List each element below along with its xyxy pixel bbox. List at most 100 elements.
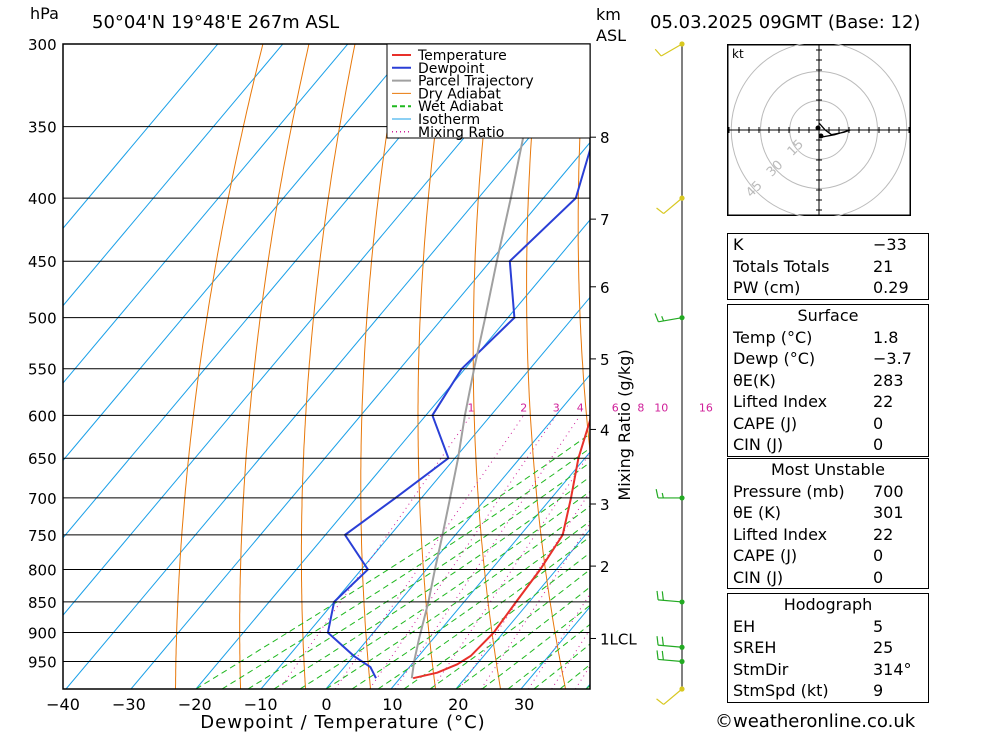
- isotherm-line: [63, 44, 414, 462]
- indices-box: K −33 Totals Totals 21 PW (cm) 0.29: [727, 233, 929, 300]
- x-axis-label: Dewpoint / Temperature (°C): [200, 712, 485, 733]
- mixing-ratio-label: 3: [553, 401, 560, 414]
- km-tick-label: 6: [600, 279, 610, 297]
- pressure-tick-label: 400: [28, 190, 57, 208]
- mixing-ratio-line: [574, 665, 590, 689]
- pressure-tick-label: 300: [28, 36, 57, 54]
- index-name: EH: [733, 616, 756, 636]
- x-tick-label: 10: [382, 695, 402, 714]
- wet-adiabat-line: [429, 569, 590, 689]
- isotherm-line: [455, 528, 590, 689]
- wet-adiabat-line: [325, 505, 590, 689]
- legend-label: Dewpoint: [418, 61, 485, 77]
- dry-adiabat-line: [677, 26, 721, 689]
- most-unstable-box: Most Unstable Pressure (mb) 700 θE (K) 301 Li…: [727, 458, 929, 589]
- index-name: Temp (°C): [733, 327, 813, 347]
- index-row: Lifted Index 22: [728, 391, 928, 413]
- wind-barb: [656, 195, 685, 215]
- index-value: 0.29: [873, 278, 909, 297]
- index-row: StmSpd (kt) 9: [728, 680, 928, 702]
- legend-label: Parcel Trajectory: [418, 74, 534, 90]
- index-name: SREH: [733, 638, 777, 657]
- index-row: θE(K) 283: [728, 370, 928, 392]
- hodograph-storm-motion: [815, 125, 821, 131]
- isotherm-line: [63, 44, 284, 307]
- wind-barb: [656, 686, 685, 705]
- index-row: Lifted Index 22: [728, 524, 928, 546]
- hodograph-trace: [818, 122, 851, 138]
- hodograph-stats-box: Hodograph EH 5 SREH 25 StmDir 314° StmSpd (kt) 9: [727, 593, 929, 703]
- legend-label: Wet Adiabat: [418, 99, 504, 115]
- legend-label: Isotherm: [418, 112, 480, 128]
- datetime-title: 05.03.2025 09GMT (Base: 12): [650, 12, 921, 33]
- index-value: 700: [873, 481, 904, 501]
- x-tick-label: 20: [448, 695, 468, 714]
- index-row: CIN (J) 0: [728, 567, 928, 589]
- legend-label: Dry Adiabat: [418, 86, 501, 102]
- index-row: Temp (°C) 1.8: [728, 327, 928, 349]
- index-row: StmDir 314°: [728, 659, 928, 681]
- index-name: CIN (J): [733, 435, 784, 454]
- index-row: SREH 25: [728, 637, 928, 659]
- dry-adiabat-line: [360, 44, 402, 689]
- index-name: θE(K): [733, 370, 776, 390]
- mixing-ratio-label: 6: [612, 401, 619, 414]
- pressure-tick-label: 800: [28, 561, 57, 579]
- isotherm-line: [651, 26, 720, 689]
- index-row: Totals Totals 21: [728, 256, 928, 278]
- mixing-ratio-label: 16: [699, 401, 713, 414]
- index-row: θE (K) 301: [728, 502, 928, 524]
- isotherm-line: [716, 26, 720, 689]
- isotherm-line: [130, 141, 590, 689]
- x-tick-label: −10: [244, 695, 278, 714]
- hodograph-point: [818, 133, 824, 139]
- mixing-ratio-label: 1: [468, 401, 475, 414]
- wet-adiabat-line: [455, 586, 590, 689]
- index-value: 301: [873, 503, 904, 522]
- km-tick-label: 1LCL: [600, 630, 637, 648]
- wet-adiabat-line: [351, 520, 590, 689]
- wind-barb: [654, 41, 685, 57]
- index-value: 0: [873, 567, 884, 587]
- pressure-tick-label: 500: [28, 310, 57, 328]
- index-name: Dewp (°C): [733, 349, 816, 368]
- surface-box: Surface Temp (°C) 1.8 Dewp (°C) −3.7 θE(K) 283…: [727, 304, 929, 457]
- wet-adiabat-line: [273, 476, 590, 689]
- index-name: PW (cm): [733, 278, 801, 297]
- section-title: Surface: [797, 306, 859, 325]
- wind-barb: [656, 650, 685, 665]
- km-tick-label: 3: [600, 496, 610, 514]
- x-tick-label: 0: [321, 695, 331, 714]
- index-value: 25: [873, 638, 894, 657]
- asl-label: ASL: [596, 26, 627, 45]
- x-tick-label: −40: [46, 695, 80, 714]
- isotherm-line: [63, 44, 219, 230]
- mixing-ratio-label: 8: [637, 401, 644, 414]
- index-name: Lifted Index: [733, 392, 828, 411]
- mixing-ratio-label: 2: [520, 401, 527, 414]
- mixing-ratio-line: [279, 415, 472, 689]
- legend-label: Mixing Ratio: [418, 125, 504, 141]
- index-name: StmDir: [733, 659, 789, 679]
- isotherm-line: [260, 296, 590, 689]
- index-name: Pressure (mb): [733, 481, 845, 501]
- index-row: CAPE (J) 0: [728, 545, 928, 567]
- location-title: 50°04'N 19°48'E 267m ASL: [92, 12, 340, 33]
- km-tick-label: 2: [600, 558, 610, 576]
- pressure-tick-label: 950: [28, 654, 57, 672]
- wind-barb: [656, 590, 685, 605]
- pressure-tick-label: 650: [28, 450, 57, 468]
- index-value: 21: [873, 256, 894, 276]
- hpa-label: hPa: [30, 4, 59, 23]
- x-tick-label: 30: [514, 695, 534, 714]
- dry-adiabat-line: [577, 44, 590, 456]
- index-name: K: [733, 235, 744, 254]
- isotherm-line: [63, 44, 349, 384]
- index-value: 283: [873, 370, 904, 390]
- index-row: PW (cm) 0.29: [728, 277, 928, 299]
- index-name: StmSpd (kt): [733, 681, 829, 700]
- legend-label: Temperature: [417, 48, 507, 64]
- pressure-tick-label: 750: [28, 527, 57, 545]
- index-value: 22: [873, 524, 894, 544]
- index-name: CAPE (J): [733, 413, 798, 433]
